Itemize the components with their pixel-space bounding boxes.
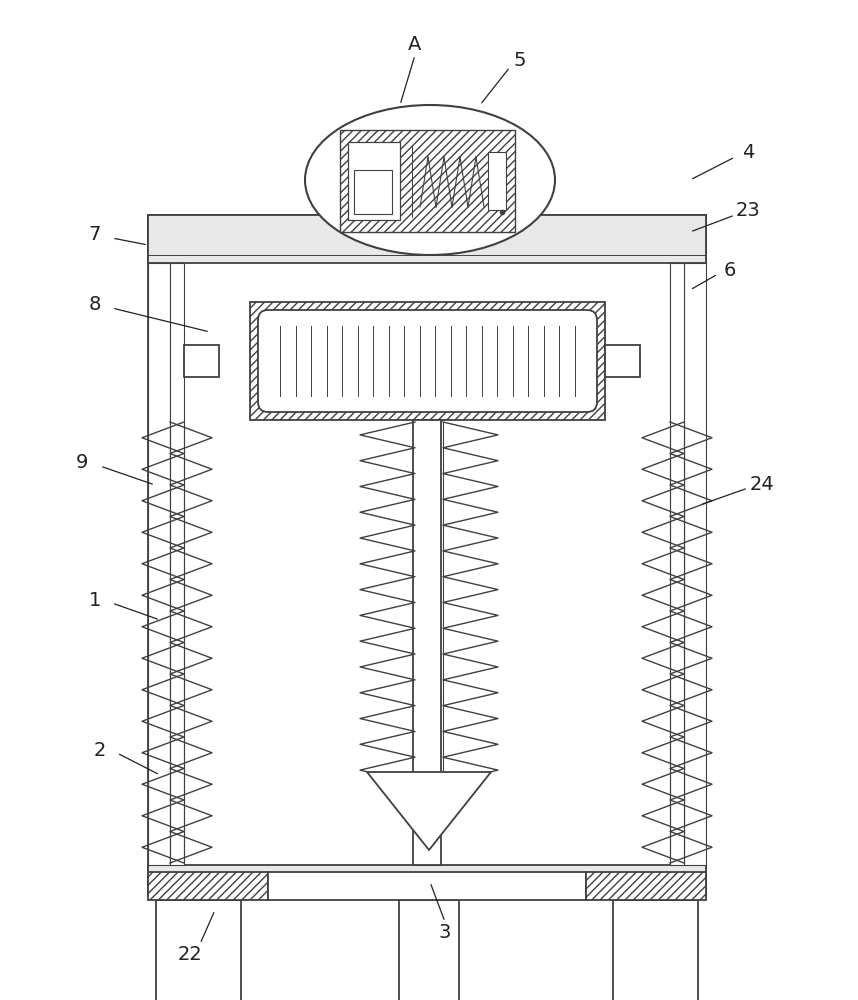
Text: 1: 1 bbox=[89, 590, 101, 609]
Bar bbox=[268, 872, 586, 900]
Bar bbox=[148, 263, 170, 865]
Bar bbox=[250, 302, 605, 420]
Text: 22: 22 bbox=[178, 946, 202, 964]
Text: 5: 5 bbox=[514, 50, 526, 70]
Text: 8: 8 bbox=[89, 296, 101, 314]
Bar bbox=[348, 142, 400, 220]
Bar bbox=[488, 152, 506, 210]
Text: 7: 7 bbox=[89, 226, 101, 244]
Text: A: A bbox=[408, 35, 421, 54]
FancyBboxPatch shape bbox=[258, 310, 597, 412]
Bar bbox=[184, 345, 219, 377]
Bar bbox=[148, 865, 706, 895]
Polygon shape bbox=[367, 772, 491, 850]
Bar bbox=[170, 263, 184, 865]
Text: 24: 24 bbox=[750, 476, 775, 494]
Bar bbox=[148, 872, 268, 900]
Bar bbox=[156, 900, 241, 1000]
Text: 9: 9 bbox=[76, 454, 88, 473]
Bar bbox=[399, 900, 459, 1000]
Bar bbox=[148, 215, 706, 263]
Text: 4: 4 bbox=[742, 142, 754, 161]
Bar bbox=[413, 420, 441, 865]
Bar bbox=[354, 170, 392, 214]
Text: 23: 23 bbox=[735, 200, 760, 220]
Bar bbox=[586, 872, 706, 900]
Bar bbox=[613, 900, 698, 1000]
Bar bbox=[148, 215, 706, 895]
Text: 6: 6 bbox=[724, 260, 736, 279]
Ellipse shape bbox=[305, 105, 555, 255]
Bar bbox=[684, 263, 706, 865]
Bar bbox=[340, 130, 515, 232]
Text: 3: 3 bbox=[438, 922, 451, 942]
Bar bbox=[670, 263, 684, 865]
Text: 2: 2 bbox=[94, 740, 106, 760]
Bar bbox=[605, 345, 640, 377]
